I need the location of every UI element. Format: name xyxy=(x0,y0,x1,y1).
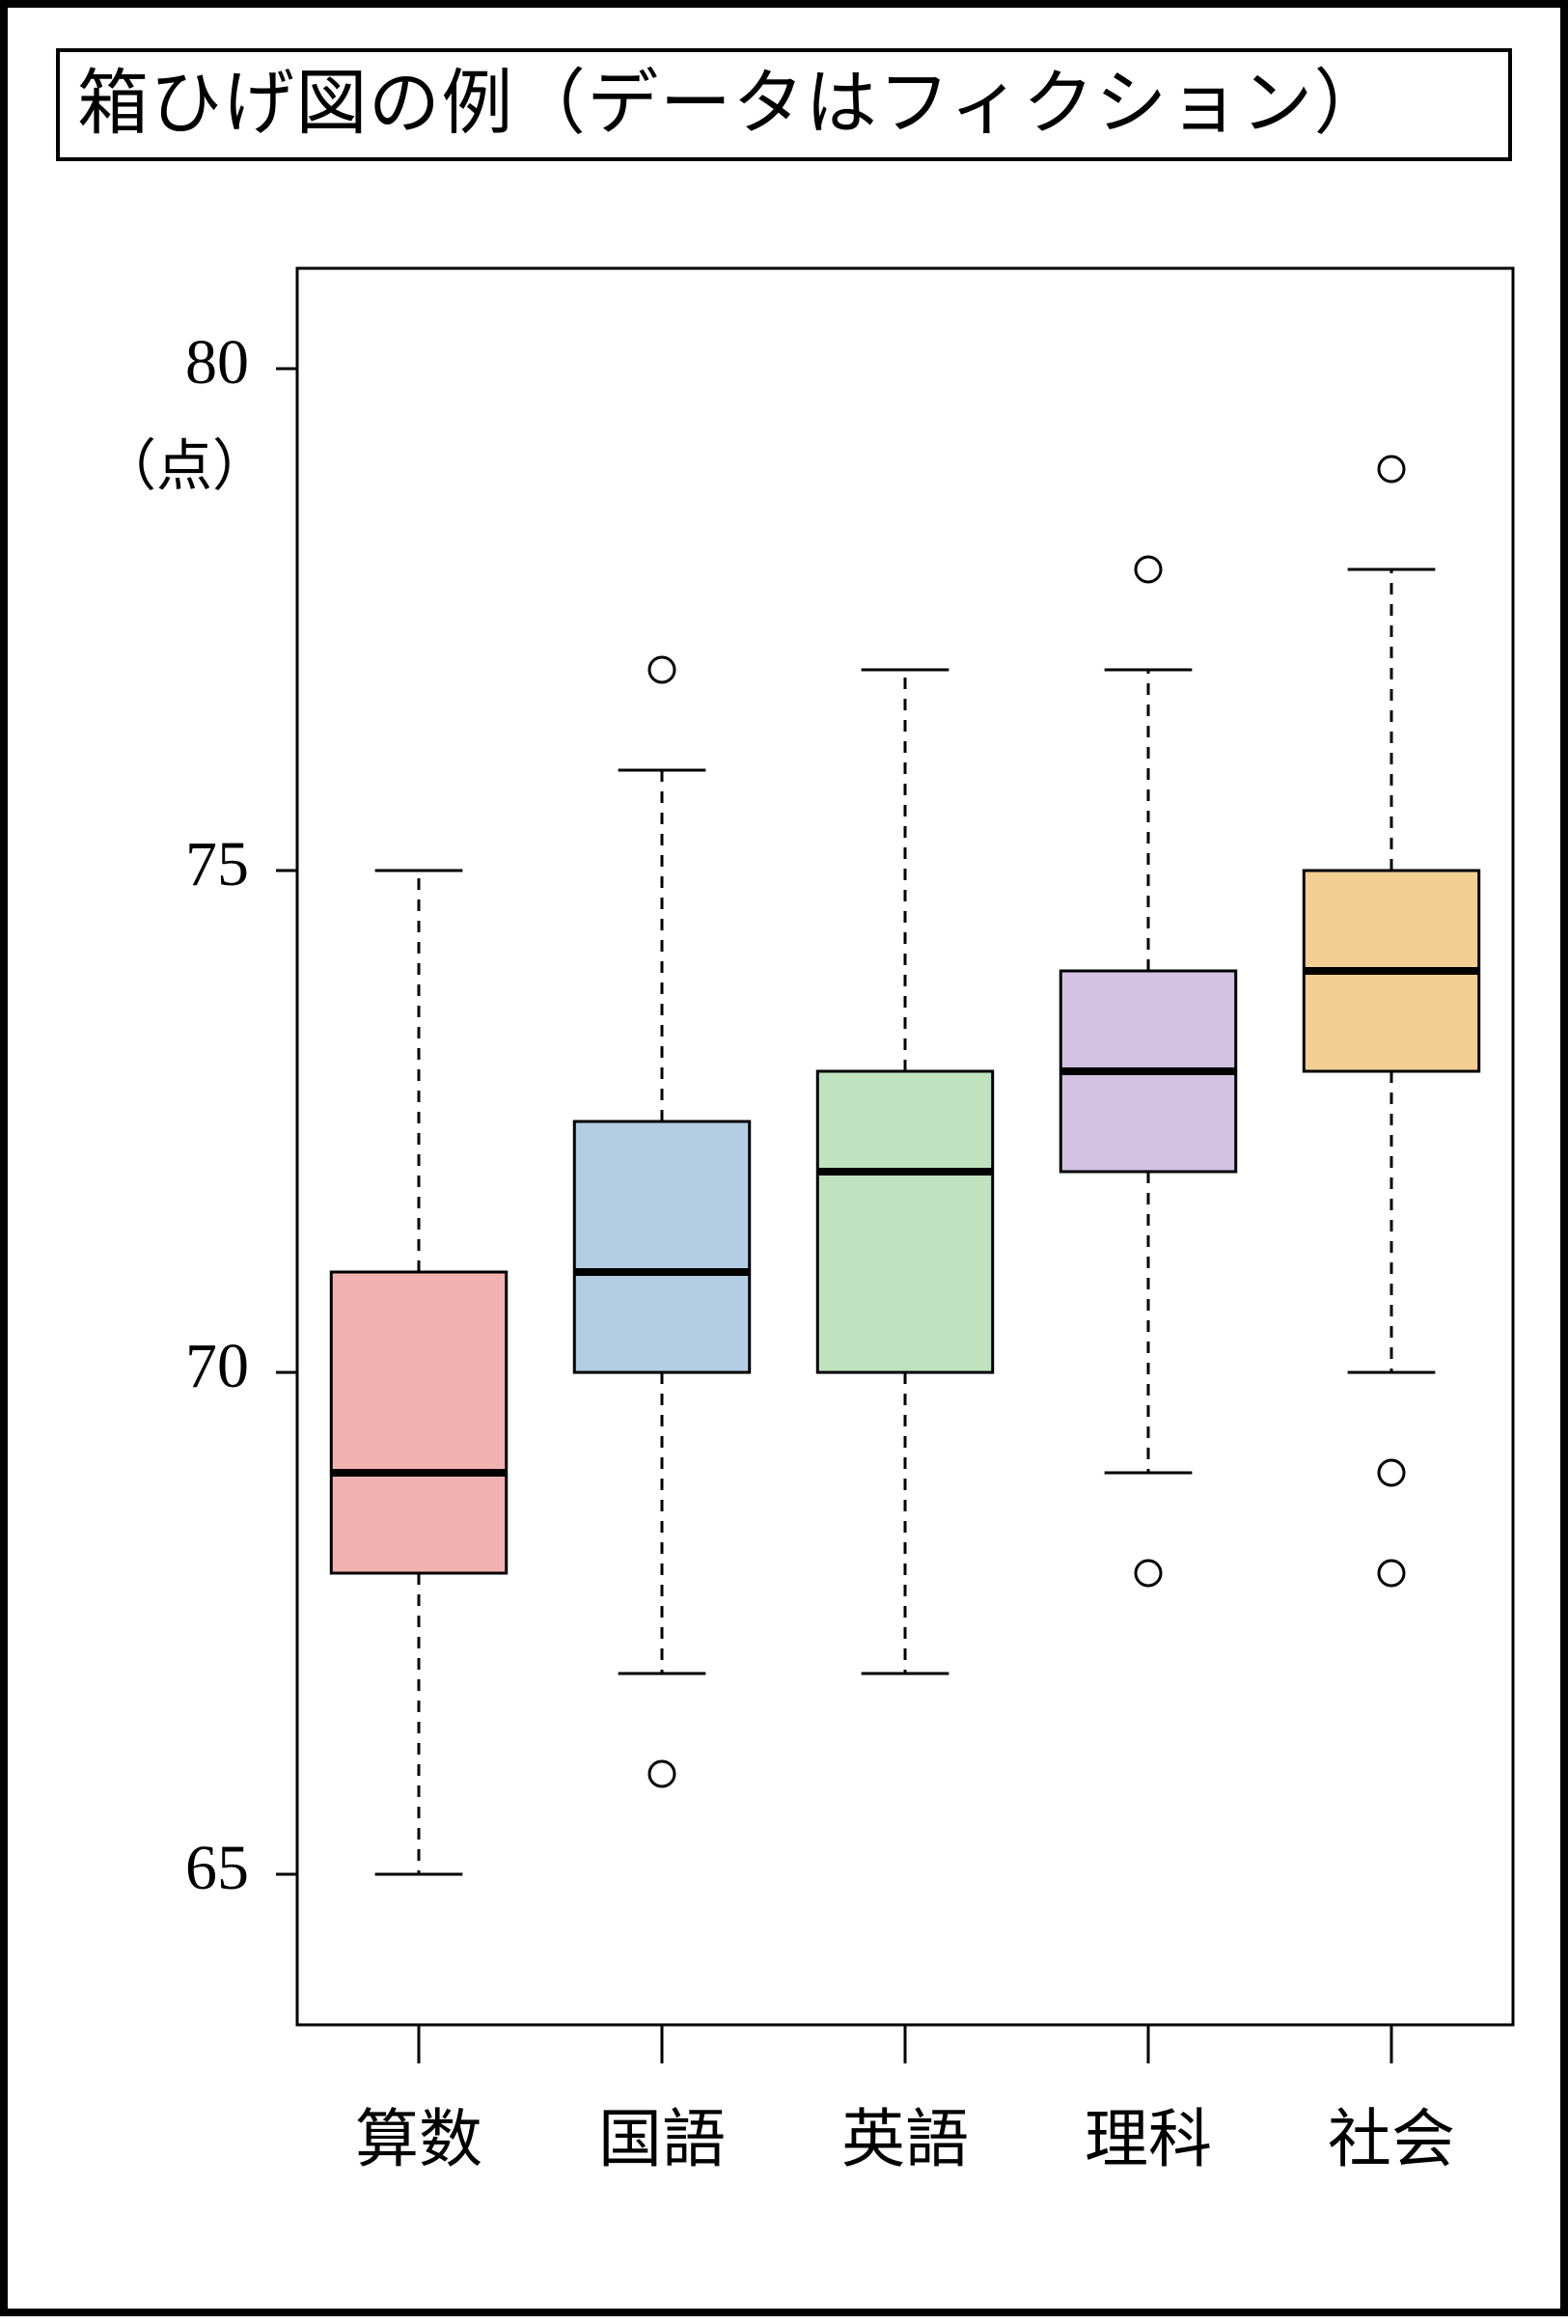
outlier-point xyxy=(649,1761,674,1786)
page: 箱ひげ図の例（データはフィクション） 65707580（点）算数国語英語理科社会 xyxy=(0,0,1568,2316)
outlier-point xyxy=(1379,1561,1404,1586)
x-tick-label: 算数 xyxy=(355,2105,482,2175)
outlier-point xyxy=(649,657,674,682)
x-tick-label: 英語 xyxy=(841,2105,969,2175)
outlier-point xyxy=(1379,1460,1404,1485)
y-tick-label: 65 xyxy=(185,1833,249,1903)
y-tick-label: 75 xyxy=(185,829,249,899)
y-tick-label: 80 xyxy=(185,327,249,398)
box-算数 xyxy=(331,1272,506,1573)
y-tick-label: 70 xyxy=(185,1331,249,1401)
boxplot-chart: 65 70 75 80 （点） 算数 国語 英語 理科 社会 xyxy=(8,8,1568,2324)
box-国語 xyxy=(574,1121,749,1372)
outlier-point xyxy=(1136,1561,1161,1586)
outlier-point xyxy=(1136,557,1161,582)
x-tick-label: 国語 xyxy=(598,2105,726,2175)
outlier-point xyxy=(1379,456,1404,482)
x-tick-label: 社会 xyxy=(1328,2105,1455,2175)
box-英語 xyxy=(817,1071,992,1372)
x-tick-label: 理科 xyxy=(1085,2105,1212,2175)
y-axis-unit-label: （点） xyxy=(100,435,268,498)
